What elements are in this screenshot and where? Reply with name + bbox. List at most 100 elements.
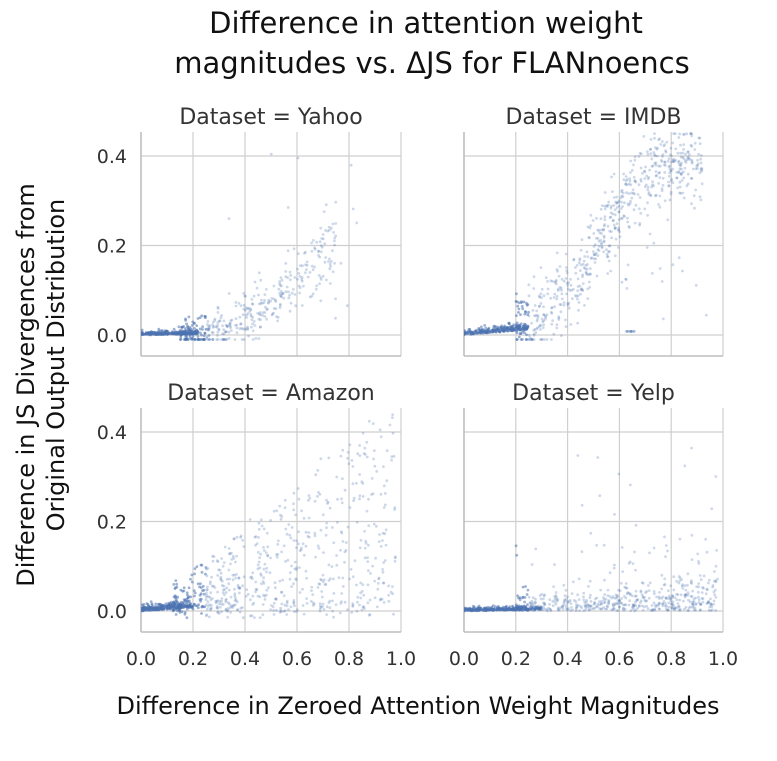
data-point [293,560,297,564]
data-point [627,192,631,196]
data-point [661,176,665,180]
data-point [646,201,649,205]
data-point [328,257,331,261]
data-point [626,330,629,333]
data-point [549,609,553,613]
data-point [551,319,554,322]
data-point [175,607,178,611]
data-point [627,591,631,595]
data-point [182,330,185,334]
data-point [610,230,613,234]
data-point [327,225,331,229]
data-point [548,607,552,611]
data-point [575,605,579,609]
data-point [677,256,681,260]
data-point [675,176,678,180]
data-point [515,338,519,341]
data-point [643,207,647,211]
data-point [606,255,609,258]
data-point [296,487,300,490]
data-point [219,316,223,320]
data-point [258,566,262,570]
data-point [701,600,705,604]
data-point [391,592,395,596]
data-point [512,608,516,612]
data-point [238,586,242,590]
data-point [619,601,623,605]
data-point [699,603,702,606]
data-point [292,288,295,291]
data-point [289,301,293,305]
data-point [560,334,563,337]
data-point [537,607,541,610]
data-point [165,329,169,333]
data-point [599,602,603,606]
data-point [634,568,637,572]
data-point [319,606,323,609]
data-point [679,608,682,612]
data-point [195,565,199,568]
data-point [341,477,344,481]
data-point [715,549,718,552]
data-point [319,299,323,303]
data-point [589,604,593,608]
data-point [707,601,711,604]
data-point [236,583,240,587]
data-point [532,275,536,279]
data-point [575,295,578,298]
data-point [259,278,263,282]
data-point [624,596,628,600]
data-point [174,332,178,336]
data-point [533,327,537,331]
data-point [626,591,630,595]
data-point [241,313,245,317]
data-point [491,604,495,607]
data-point [274,307,278,310]
data-point [310,249,314,253]
data-point [211,338,215,341]
data-point [185,334,189,338]
data-point [258,302,261,306]
data-point [250,318,254,321]
data-point [270,313,274,317]
data-point [530,607,534,610]
data-point [586,287,590,291]
data-point [256,563,260,567]
data-point [310,589,313,592]
data-point [219,571,223,575]
data-point [627,225,631,228]
data-point [595,605,599,609]
data-point [265,317,268,321]
data-point [192,602,196,606]
data-point [681,133,685,136]
data-point [542,601,545,605]
data-point [599,238,603,242]
data-point [692,194,696,198]
data-point [679,192,683,195]
data-point [319,250,323,254]
data-point [363,453,367,456]
data-point [293,276,297,279]
data-point [531,309,535,312]
data-point [391,413,394,416]
data-point [521,595,525,599]
data-point [593,602,597,605]
data-point [256,567,260,571]
data-point [516,594,520,598]
data-point [600,246,604,250]
data-point [530,321,533,325]
data-point [261,603,265,606]
data-point [195,324,199,327]
data-point [243,327,247,330]
data-point [566,600,569,603]
data-point [526,588,530,592]
data-point [617,210,621,214]
data-point [700,166,703,170]
data-point [697,562,701,565]
data-point [538,338,542,341]
data-point [293,610,296,614]
data-point [365,440,369,444]
data-point [172,595,176,599]
data-point [653,154,657,158]
data-point [214,600,218,603]
